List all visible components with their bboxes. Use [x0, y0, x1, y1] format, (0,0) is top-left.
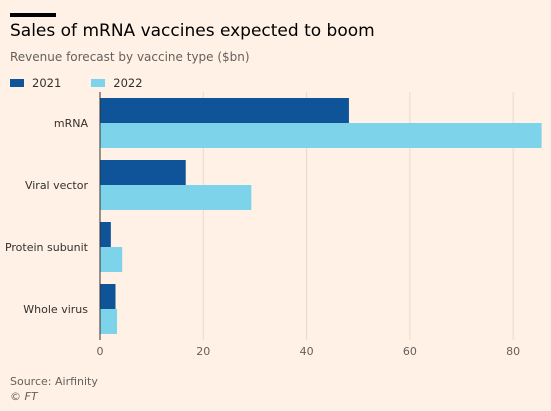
x-tick-label: 80: [506, 345, 520, 358]
x-tick-label: 40: [300, 345, 314, 358]
bar-protein-subunit-2021: [100, 222, 111, 247]
legend: 2021 2022: [10, 75, 173, 91]
chart-subtitle: Revenue forecast by vaccine type ($bn): [10, 50, 250, 64]
legend-label-2022: 2022: [113, 76, 143, 90]
ft-top-rule: [10, 13, 56, 17]
x-tick-label: 20: [196, 345, 210, 358]
category-label: Protein subunit: [5, 241, 89, 254]
bar-protein-subunit-2022: [100, 247, 123, 272]
bar-whole-virus-2021: [100, 284, 116, 309]
category-label: Viral vector: [25, 179, 89, 192]
bar-viral-vector-2022: [100, 185, 252, 210]
legend-item-2022: 2022: [91, 76, 143, 90]
x-tick-label: 60: [403, 345, 417, 358]
bar-mrna-2022: [100, 123, 542, 148]
legend-swatch-2021: [10, 79, 24, 87]
ft-credit: © FT: [10, 390, 38, 403]
x-tick-label: 0: [97, 345, 104, 358]
bar-whole-virus-2022: [100, 309, 118, 334]
bar-viral-vector-2021: [100, 160, 186, 185]
category-label: Whole virus: [23, 303, 88, 316]
legend-item-2021: 2021: [10, 76, 61, 90]
bar-mrna-2021: [100, 98, 349, 123]
source-note: Source: Airfinity: [10, 375, 98, 388]
legend-label-2021: 2021: [32, 76, 62, 90]
category-label: mRNA: [54, 117, 89, 130]
chart-title: Sales of mRNA vaccines expected to boom: [10, 21, 375, 41]
legend-swatch-2022: [91, 79, 106, 87]
